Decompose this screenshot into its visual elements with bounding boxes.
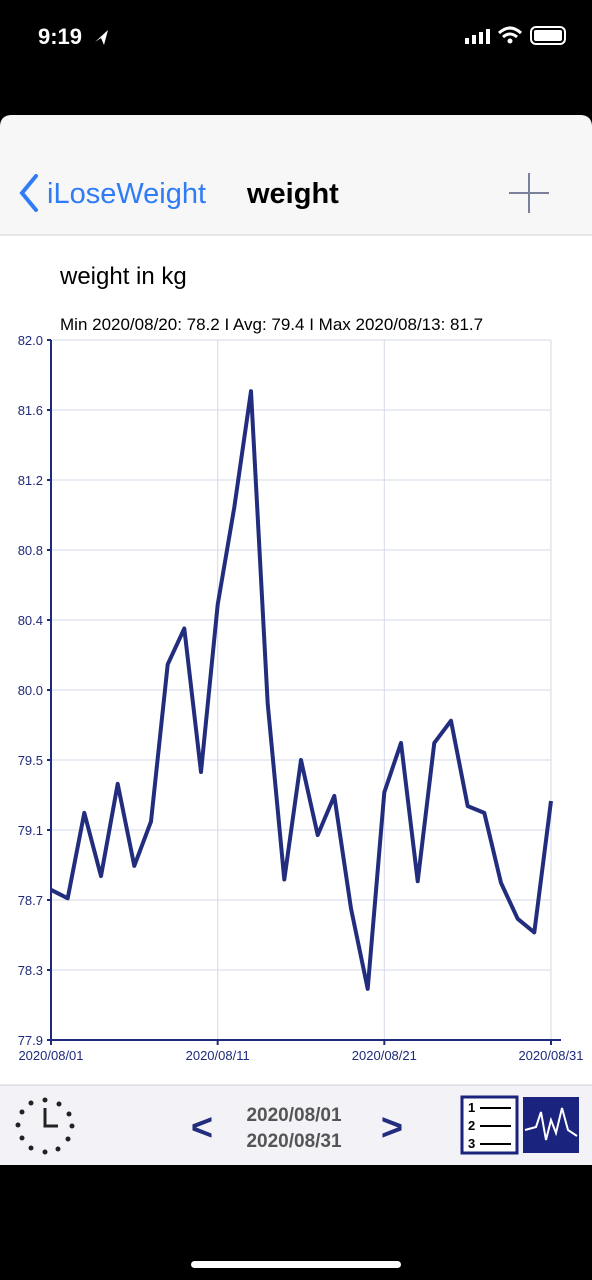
nav-bar bbox=[0, 115, 592, 235]
chart-title: weight in kg bbox=[59, 263, 187, 290]
home-indicator bbox=[191, 1261, 401, 1268]
nav-title: weight bbox=[246, 178, 339, 210]
wifi-dot bbox=[507, 38, 513, 44]
plot: 77.9 78.3 78.7 79.1 79.5 80.0 80.4 80.8 81.2 81.6… bbox=[18, 333, 584, 1063]
battery-level bbox=[534, 30, 562, 41]
add-button[interactable] bbox=[509, 173, 549, 213]
location-icon bbox=[95, 30, 108, 45]
battery-icon bbox=[530, 26, 566, 45]
data-line bbox=[50, 389, 553, 991]
history-button[interactable] bbox=[15, 1097, 75, 1155]
range-end: 2020/08/31 bbox=[246, 1131, 342, 1152]
y-tick-label: 81.6 bbox=[18, 403, 43, 418]
x-tick-label: 2020/08/01 bbox=[18, 1048, 83, 1063]
back-button[interactable]: iLoseWeight bbox=[47, 178, 206, 210]
y-tick-label: 77.9 bbox=[18, 1033, 43, 1048]
wifi-icon bbox=[497, 26, 523, 39]
prev-button[interactable]: < bbox=[191, 1107, 213, 1149]
y-tick-label: 80.8 bbox=[18, 543, 43, 558]
back-chevron[interactable] bbox=[19, 174, 38, 212]
y-tick-label: 80.0 bbox=[18, 683, 43, 698]
y-tick-label: 79.5 bbox=[18, 753, 43, 768]
clock: 9:19 bbox=[38, 24, 82, 49]
y-tick-label: 79.1 bbox=[18, 823, 43, 838]
range-start: 2020/08/01 bbox=[246, 1105, 342, 1126]
x-tick-label: 2020/08/31 bbox=[518, 1048, 583, 1063]
y-tick-label: 81.2 bbox=[18, 473, 43, 488]
svg-text:1: 1 bbox=[468, 1100, 475, 1115]
x-tick-label: 2020/08/11 bbox=[186, 1048, 250, 1063]
signal-icon bbox=[465, 29, 490, 44]
y-tick-label: 82.0 bbox=[18, 333, 43, 348]
chart-button[interactable] bbox=[523, 1097, 579, 1153]
next-button[interactable]: > bbox=[381, 1107, 403, 1149]
svg-text:2: 2 bbox=[468, 1118, 475, 1133]
x-tick-label: 2020/08/21 bbox=[352, 1048, 417, 1063]
y-tick-label: 78.7 bbox=[18, 893, 43, 908]
svg-text:3: 3 bbox=[468, 1136, 475, 1151]
list-button[interactable]: 1 2 3 bbox=[460, 1095, 519, 1155]
y-tick-label: 80.4 bbox=[18, 613, 43, 628]
card bbox=[0, 115, 592, 1165]
y-tick-label: 78.3 bbox=[18, 963, 43, 978]
chart-subtitle: Min 2020/08/20: 78.2 I Avg: 79.4 I Max 2… bbox=[60, 315, 483, 334]
